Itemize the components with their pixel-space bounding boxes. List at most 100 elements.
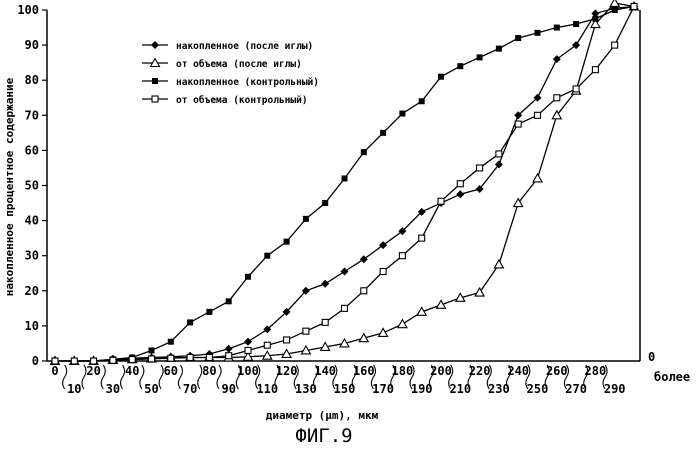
legend-label: накопленное (контрольный) [176,77,319,88]
data-point [380,268,386,274]
data-point [245,274,251,280]
x-tick-label: 40 [125,364,139,378]
x-tick-label: 10 [67,382,81,396]
x-tick-brace [121,365,125,389]
data-point [152,96,158,102]
data-point [168,355,174,361]
y-tick-label: 100 [17,3,39,17]
data-point [284,239,290,245]
data-point [612,42,618,48]
x-tick-label: 140 [314,364,336,378]
data-point [419,235,425,241]
y-tick-label: 70 [25,108,39,122]
x-tick-brace [82,365,86,389]
data-point [515,121,521,127]
data-point [592,67,598,73]
data-point [554,95,560,101]
x-tick-brace [159,365,163,389]
data-point [152,78,158,84]
x-tick-label: 120 [276,364,298,378]
data-point [342,175,348,181]
data-point [535,112,541,118]
data-point [398,320,407,328]
y-tick-label: 80 [25,73,39,87]
y-tick-label: 0 [32,354,39,368]
x-tick-label: 280 [585,364,607,378]
x-axis-title: диаметр (µm), мкм [266,409,379,422]
y-axis-title: накопленное процентное содержание [3,77,16,296]
x-tick-label: 0 [51,364,58,378]
data-point [151,41,159,49]
data-point [477,54,483,60]
y-tick-label: 50 [25,179,39,193]
x-tick-label: 60 [164,364,178,378]
data-point [244,338,252,346]
data-point [419,98,425,104]
x-tick-brace [217,365,221,389]
y-tick-label: 30 [25,249,39,263]
data-point [91,358,97,364]
x-tick-label: 290 [604,382,626,396]
x-tick-label: 100 [237,364,259,378]
x-tick-label: 20 [86,364,100,378]
x-tick-label: 260 [546,364,568,378]
data-point [515,35,521,41]
data-point [610,0,619,6]
x-tick-label: 220 [469,364,491,378]
data-point [494,260,503,268]
data-point [456,190,464,198]
chart-legend: накопленное (после иглы) от объема (после… [142,41,319,106]
legend-item: от объема (контрольный) [142,95,308,106]
legend-item: накопленное (контрольный) [142,77,319,88]
data-point [475,288,484,296]
legend-item: от объема (после иглы) [142,59,302,71]
right-axis-label: 0 [648,350,655,364]
data-point [187,319,193,325]
data-point [438,198,444,204]
data-point [438,74,444,80]
legend-label: от объема (после иглы) [176,59,302,70]
data-point [245,347,251,353]
data-point [457,63,463,69]
data-point [535,30,541,36]
data-point [129,357,135,363]
figure-caption: ФИГ.9 [295,425,352,447]
data-point [284,337,290,343]
data-point [399,253,405,259]
legend-label: накопленное (после иглы) [176,41,313,52]
x-tick-brace [140,365,144,389]
data-point [225,345,233,353]
data-point [341,267,349,275]
data-point [496,46,502,52]
data-point [379,328,388,336]
data-point [303,216,309,222]
data-point [554,25,560,31]
data-point [149,356,155,362]
x-tick-brace [178,365,182,389]
x-tick-label: 160 [353,364,375,378]
data-point [264,342,270,348]
data-point [322,200,328,206]
chart-series-layer [51,0,639,365]
data-point [321,280,329,288]
data-point [477,165,483,171]
x-tick-label: 70 [183,382,197,396]
data-point [342,305,348,311]
legend-label: от объема (контрольный) [176,95,308,106]
data-point [380,130,386,136]
series-3 [52,3,637,364]
data-point [457,181,463,187]
data-point [206,354,212,360]
x-tick-brace [63,365,67,389]
x-tick-label: 240 [507,364,529,378]
data-point [612,7,618,13]
x-tick-brace [101,365,105,389]
data-point [187,354,193,360]
y-tick-label: 60 [25,143,39,157]
data-point [303,328,309,334]
x-tick-label: 90 [221,382,235,396]
x-tick-label: 200 [430,364,452,378]
data-point [110,357,116,363]
chart-axes: 0102030405060708090100001020304050607080… [17,3,690,396]
y-tick-label: 10 [25,319,39,333]
